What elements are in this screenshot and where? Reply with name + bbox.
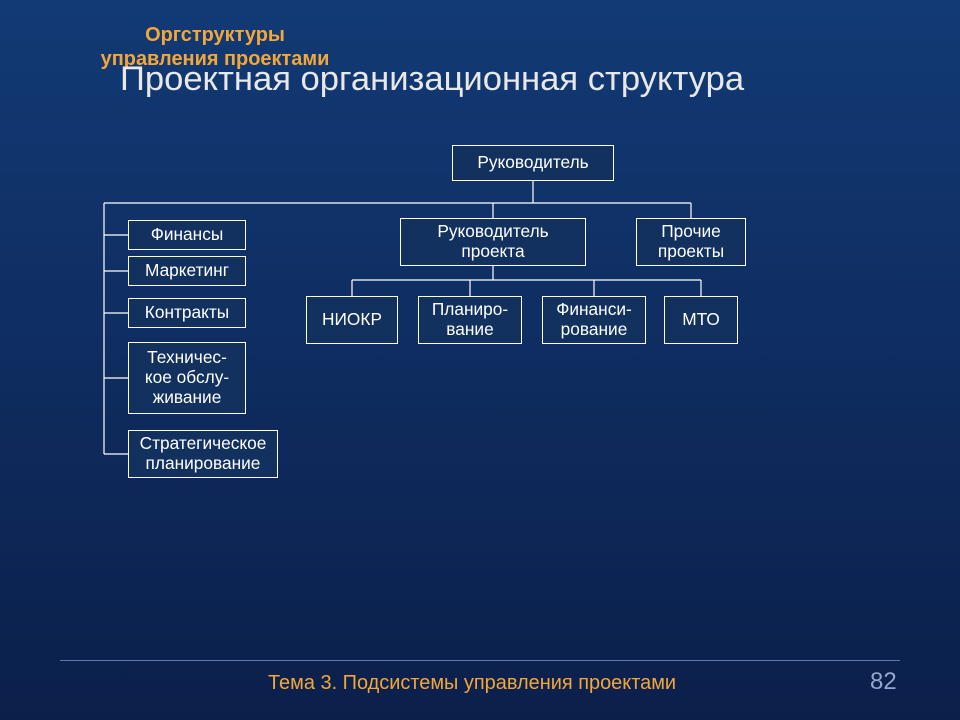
node-tech: Техничес-кое обслу-живание xyxy=(128,342,246,414)
node-pm: Руководитель проекта xyxy=(400,218,586,266)
node-strategy: Стратегическое планирование xyxy=(128,430,278,478)
footer-text: Тема 3. Подсистемы управления проектами xyxy=(268,672,676,695)
node-planning: Планиро-вание xyxy=(418,296,522,344)
slide-title: Проектная организационная структура xyxy=(120,60,860,99)
page-number: 82 xyxy=(870,668,897,696)
node-rnd: НИОКР xyxy=(306,296,398,344)
node-contracts: Контракты xyxy=(128,298,246,328)
node-finance: Финансы xyxy=(128,220,246,250)
slide: Оргструктуры управления проектами Проект… xyxy=(0,0,960,720)
node-other: Прочие проекты xyxy=(636,218,746,266)
footer-divider xyxy=(60,660,900,661)
node-marketing: Маркетинг xyxy=(128,256,246,286)
node-director: Руководитель xyxy=(452,145,614,181)
node-mto: МТО xyxy=(664,296,738,344)
node-financing: Финанси-рование xyxy=(542,296,646,344)
